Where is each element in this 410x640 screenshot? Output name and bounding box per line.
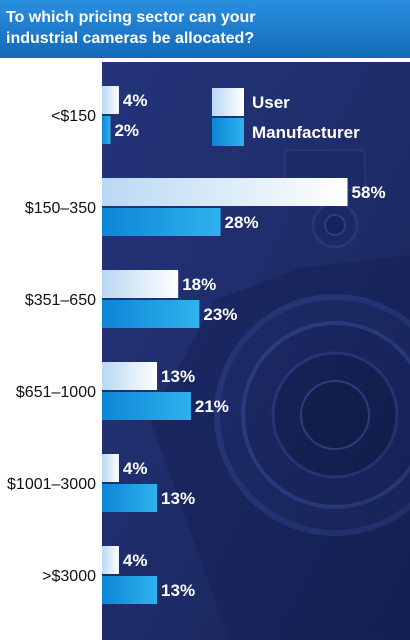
bar-manufacturer (102, 208, 221, 236)
bars: <$150 4% 2% $150–350 58% 28% $351–650 18% 23% $65… (7, 86, 386, 604)
data-label-user: 4% (123, 459, 148, 478)
legend-label-user: User (252, 93, 290, 112)
data-label-user: 18% (182, 275, 216, 294)
category-label: $1001–3000 (7, 476, 96, 493)
data-label-manufacturer: 13% (161, 581, 195, 600)
data-label-user: 4% (123, 91, 148, 110)
bar-manufacturer (102, 116, 111, 144)
legend: User Manufacturer (212, 88, 360, 146)
bar-user (102, 270, 179, 298)
category-label: $150–350 (25, 200, 96, 217)
bar-user (102, 546, 119, 574)
legend-label-manufacturer: Manufacturer (252, 123, 360, 142)
data-label-manufacturer: 28% (225, 213, 259, 232)
title-background (0, 0, 410, 58)
bar-manufacturer (102, 576, 158, 604)
bar-manufacturer (102, 300, 200, 328)
category-label: <$150 (51, 108, 96, 125)
bar-user (102, 362, 158, 390)
chart-title: To which pricing sector can your industri… (6, 9, 256, 47)
bar-user (102, 454, 119, 482)
data-label-user: 58% (352, 183, 386, 202)
bar-user (102, 86, 119, 114)
data-label-manufacturer: 23% (203, 305, 237, 324)
data-label-user: 4% (123, 551, 148, 570)
category-label: $351–650 (25, 292, 96, 309)
bar-manufacturer (102, 392, 191, 420)
category-label: $651–1000 (16, 384, 96, 401)
data-label-manufacturer: 13% (161, 489, 195, 508)
legend-swatch-manufacturer (212, 118, 244, 146)
data-label-manufacturer: 2% (114, 121, 139, 140)
data-label-manufacturer: 21% (195, 397, 229, 416)
bar-manufacturer (102, 484, 158, 512)
camera-illustration-icon (150, 149, 410, 640)
legend-swatch-user (212, 88, 244, 116)
category-label: >$3000 (42, 568, 96, 585)
bar-user (102, 178, 348, 206)
data-label-user: 13% (161, 367, 195, 386)
